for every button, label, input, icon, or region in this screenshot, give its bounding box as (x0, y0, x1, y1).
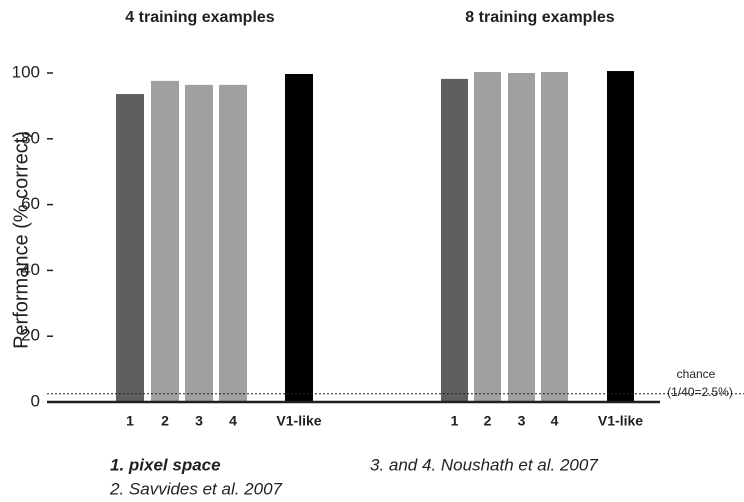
bar (185, 84, 213, 403)
panel-title: 4 training examples (125, 9, 274, 26)
y-tick-label: 60 (21, 194, 40, 213)
note: 2. Savvides et al. 2007 (109, 479, 283, 498)
note: 3. and 4. Noushath et al. 2007 (370, 455, 598, 474)
bar (219, 84, 247, 403)
y-tick-label: 100 (12, 62, 40, 81)
y-tick-label: 80 (21, 128, 40, 147)
x-tick-label: 2 (161, 413, 169, 429)
x-tick-label: V1-like (276, 413, 321, 429)
x-tick-label: 1 (451, 413, 459, 429)
x-tick-label: 3 (195, 413, 203, 429)
panel-title: 8 training examples (465, 9, 614, 26)
x-tick-label: 4 (229, 413, 237, 429)
chance-label: chance (677, 367, 716, 381)
y-tick-label: 0 (31, 391, 40, 410)
bar (285, 73, 313, 402)
bar (441, 78, 468, 402)
x-tick-label: 3 (518, 413, 526, 429)
bar (607, 71, 634, 402)
bar (116, 94, 144, 402)
y-tick-label: 40 (21, 260, 40, 279)
bar (541, 72, 568, 402)
x-tick-label: V1-like (598, 413, 643, 429)
y-axis-label: Performance (% correct) (10, 131, 32, 349)
y-tick-label: 20 (21, 326, 40, 345)
x-tick-label: 1 (126, 413, 134, 429)
x-tick-label: 4 (551, 413, 559, 429)
chance-label: (1/40=2.5%) (667, 385, 733, 399)
bar (151, 80, 179, 403)
note: 1. pixel space (110, 455, 221, 474)
x-tick-label: 2 (484, 413, 492, 429)
bar (508, 73, 535, 402)
bar (474, 72, 501, 402)
